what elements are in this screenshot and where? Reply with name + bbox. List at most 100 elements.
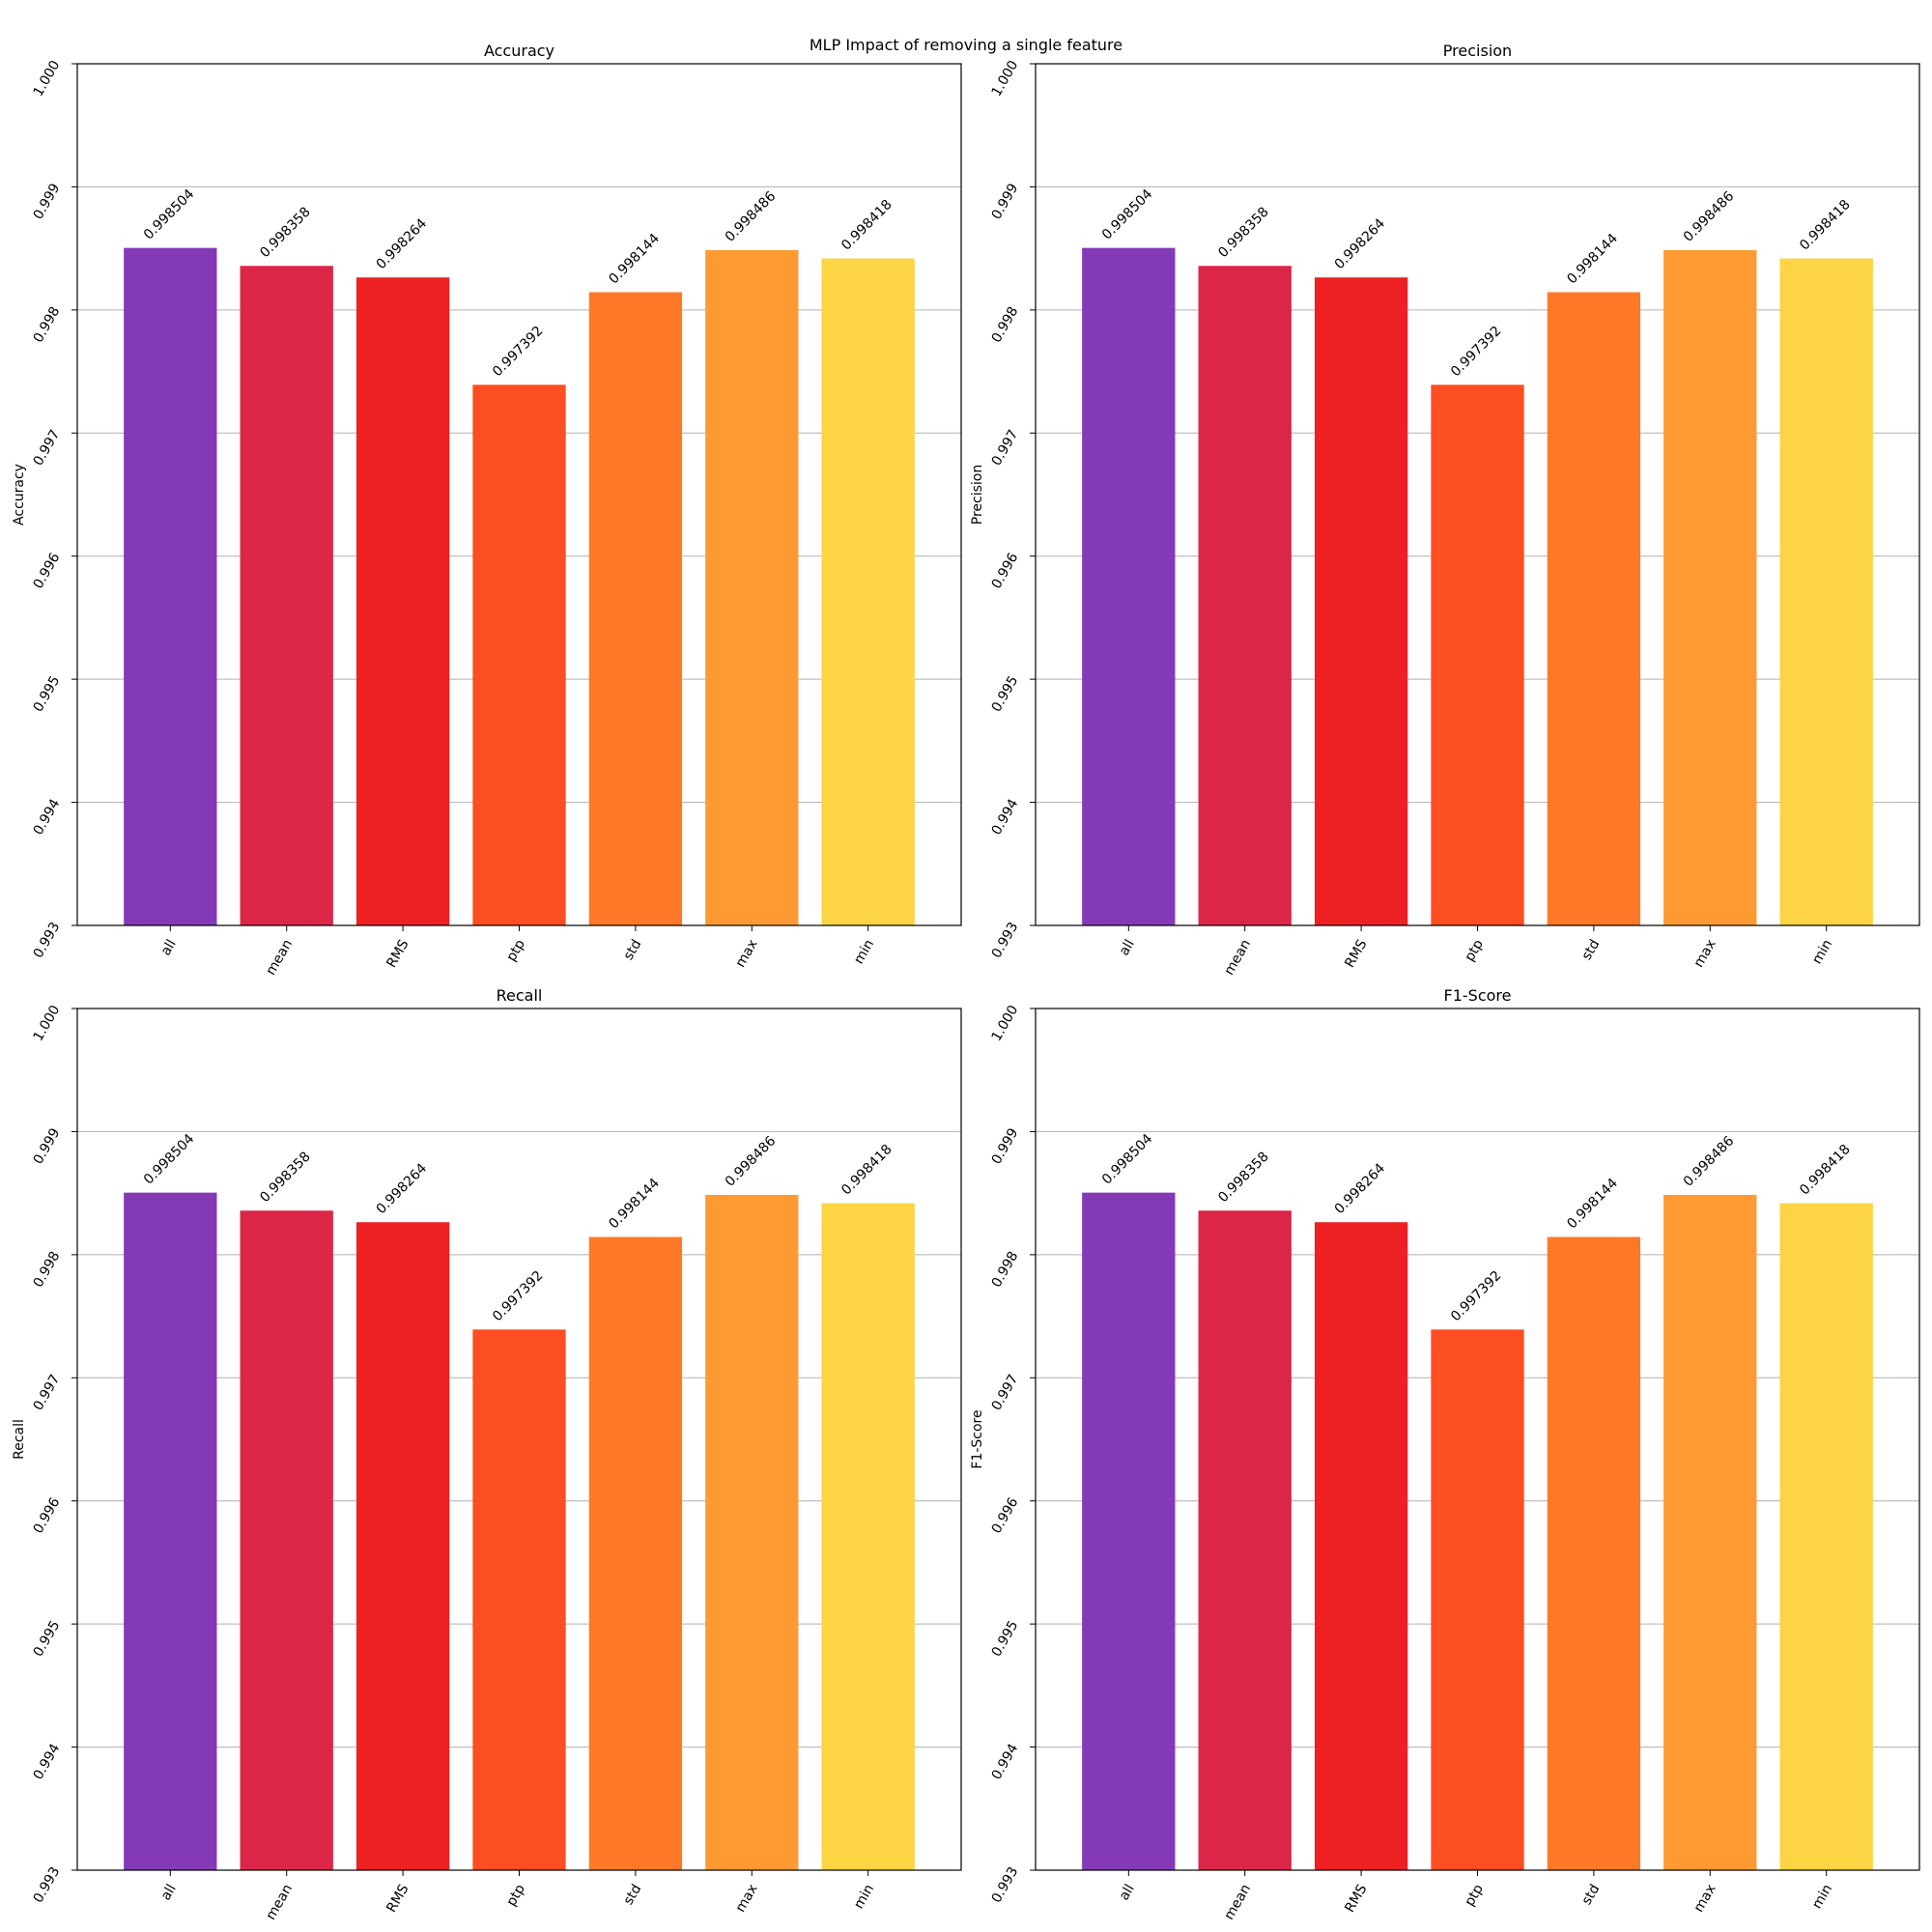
- y-tick-label: 0.993: [31, 920, 64, 961]
- bar-RMS: [1314, 277, 1408, 925]
- subplot-precision: 0.993 0.994 0.995 0.996 0.997 0.998 0.999 1.000…: [970, 42, 1920, 978]
- y-tick-label: 1.000: [31, 1003, 64, 1044]
- bar-value-label: 0.998504: [141, 1131, 198, 1188]
- x-tick-label: mean: [263, 1882, 296, 1922]
- bar-mean: [1198, 1210, 1292, 1870]
- x-tick-label: RMS: [384, 1882, 412, 1916]
- x-tick-label: std: [621, 937, 645, 963]
- figure-title: MLP Impact of removing a single feature: [810, 36, 1122, 54]
- y-tick-label: 0.998: [31, 304, 64, 346]
- bar-value-label: 0.998418: [1797, 197, 1854, 254]
- bar-value-label: 0.998264: [1332, 215, 1389, 272]
- bar-value-label: 0.998144: [1564, 231, 1621, 288]
- bar-value-label: 0.998358: [1215, 1150, 1272, 1207]
- bar-std: [1547, 1236, 1641, 1870]
- x-tick-label: min: [1809, 937, 1835, 967]
- y-tick-label: 0.999: [989, 181, 1022, 222]
- y-tick-label: 0.993: [989, 1864, 1022, 1906]
- bar-value-label: 0.998418: [1797, 1142, 1854, 1199]
- bar-value-label: 0.998358: [257, 205, 314, 262]
- bar-max: [705, 249, 799, 925]
- axes-frame: [76, 63, 962, 926]
- y-tick-label: 0.996: [989, 1495, 1022, 1537]
- x-tick-label: max: [733, 1882, 761, 1915]
- y-axis-label: Accuracy: [12, 464, 27, 526]
- y-axis-label: Recall: [12, 1419, 27, 1460]
- y-tick-label: 1.000: [31, 58, 64, 99]
- x-tick-label: mean: [263, 937, 296, 978]
- y-tick-label: 0.997: [989, 1372, 1022, 1413]
- bar-ptp: [472, 384, 566, 925]
- x-tick-label: RMS: [1342, 1882, 1370, 1916]
- x-tick-label: ptp: [1462, 1882, 1487, 1909]
- bar-std: [588, 292, 683, 925]
- x-tick-label: all: [158, 937, 180, 958]
- subplot-grid: 0.993 0.994 0.995 0.996 0.997 0.998 0.999 1.000…: [12, 42, 1920, 1922]
- x-tick-label: mean: [1221, 937, 1254, 978]
- axes-frame: [76, 1008, 962, 1871]
- subplot-title: Recall: [497, 986, 543, 1005]
- x-tick-label: ptp: [503, 937, 528, 964]
- bar-value-label: 0.998486: [723, 1133, 780, 1190]
- bar-ptp: [1431, 384, 1524, 925]
- x-tick-label: max: [733, 937, 761, 970]
- bar-RMS: [355, 277, 450, 925]
- y-tick-label: 1.000: [989, 1003, 1022, 1044]
- y-axis-label: F1-Score: [970, 1409, 985, 1468]
- y-tick-label: 0.998: [989, 1249, 1022, 1291]
- bar-value-label: 0.998264: [374, 215, 431, 272]
- y-tick-label: 0.995: [31, 1618, 64, 1660]
- bar-value-label: 0.998358: [257, 1150, 314, 1207]
- bar-mean: [240, 1210, 333, 1870]
- bar-value-label: 0.998504: [1099, 1131, 1156, 1188]
- subplot-title: Accuracy: [484, 42, 554, 60]
- y-tick-label: 1.000: [989, 58, 1022, 99]
- bar-all: [124, 1192, 217, 1870]
- subplot-title: Precision: [1443, 42, 1512, 60]
- bar-value-label: 0.998418: [838, 197, 895, 254]
- subplot-recall: 0.993 0.994 0.995 0.996 0.997 0.998 0.999 1.000…: [12, 986, 962, 1922]
- x-tick-label: std: [621, 1882, 645, 1908]
- bar-ptp: [1431, 1329, 1524, 1870]
- bar-min: [1779, 1203, 1873, 1870]
- y-tick-label: 0.997: [31, 1372, 64, 1413]
- bar-value-label: 0.998486: [1681, 188, 1738, 245]
- y-tick-label: 0.994: [989, 797, 1022, 838]
- y-tick-label: 0.993: [989, 920, 1022, 961]
- bar-value-label: 0.998486: [1681, 1133, 1738, 1190]
- y-tick-label: 0.997: [989, 427, 1022, 469]
- x-tick-label: min: [851, 937, 877, 967]
- bar-max: [705, 1194, 799, 1870]
- bar-RMS: [355, 1222, 450, 1870]
- bar-value-label: 0.998144: [606, 1176, 663, 1233]
- bar-max: [1663, 249, 1757, 925]
- y-tick-label: 0.993: [31, 1864, 64, 1906]
- y-tick-label: 0.994: [989, 1742, 1022, 1783]
- x-tick-label: all: [158, 1882, 180, 1903]
- bar-value-label: 0.997392: [490, 1268, 547, 1325]
- bar-value-label: 0.998504: [1099, 186, 1156, 243]
- bar-RMS: [1314, 1222, 1408, 1870]
- y-axis-label: Precision: [970, 465, 985, 525]
- bar-value-label: 0.998144: [1564, 1176, 1621, 1233]
- bar-mean: [1198, 266, 1292, 926]
- y-tick-label: 0.996: [989, 551, 1022, 592]
- subplot-title: F1-Score: [1444, 986, 1512, 1005]
- x-tick-label: min: [1809, 1882, 1835, 1912]
- x-tick-label: ptp: [1462, 937, 1487, 964]
- y-tick-label: 0.995: [989, 1618, 1022, 1660]
- bar-all: [124, 247, 217, 925]
- x-tick-label: ptp: [503, 1882, 528, 1909]
- bar-value-label: 0.997392: [1448, 324, 1505, 381]
- y-tick-label: 0.996: [31, 551, 64, 592]
- y-tick-label: 0.995: [989, 673, 1022, 715]
- y-tick-label: 0.998: [989, 304, 1022, 346]
- bar-min: [1779, 258, 1873, 925]
- y-tick-label: 0.998: [31, 1249, 64, 1291]
- bar-value-label: 0.998264: [374, 1160, 431, 1217]
- axes-frame: [1035, 1008, 1920, 1871]
- bar-all: [1082, 1192, 1176, 1870]
- x-tick-label: max: [1691, 1882, 1719, 1915]
- bar-max: [1663, 1194, 1757, 1870]
